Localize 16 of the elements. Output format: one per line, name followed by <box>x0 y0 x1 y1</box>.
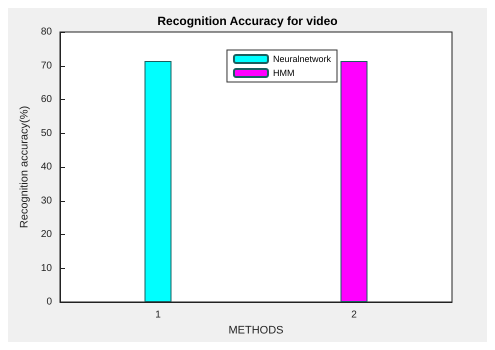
y-tick-label: 40 <box>40 162 52 172</box>
y-tick-label: 0 <box>46 296 52 308</box>
y-tick-label: 60 <box>40 94 52 105</box>
x-axis-title: METHODS <box>228 324 284 336</box>
y-tick-label: 30 <box>40 195 52 206</box>
legend-label: Neuralnetwork <box>272 54 332 64</box>
y-axis-title: Recognition accuracy(%) <box>18 106 30 228</box>
x-tick-label: 1 <box>155 310 162 320</box>
y-tick-label: 10 <box>40 262 52 274</box>
x-tick-label: 2 <box>351 310 358 320</box>
y-tick-label: 80 <box>40 26 52 38</box>
y-tick-label: 20 <box>40 229 52 240</box>
legend-label: HMM <box>272 68 294 78</box>
chart-title: Recognition Accuracy for video <box>157 14 338 28</box>
y-tick-label: 50 <box>40 128 52 139</box>
y-tick-label: 70 <box>40 60 52 72</box>
